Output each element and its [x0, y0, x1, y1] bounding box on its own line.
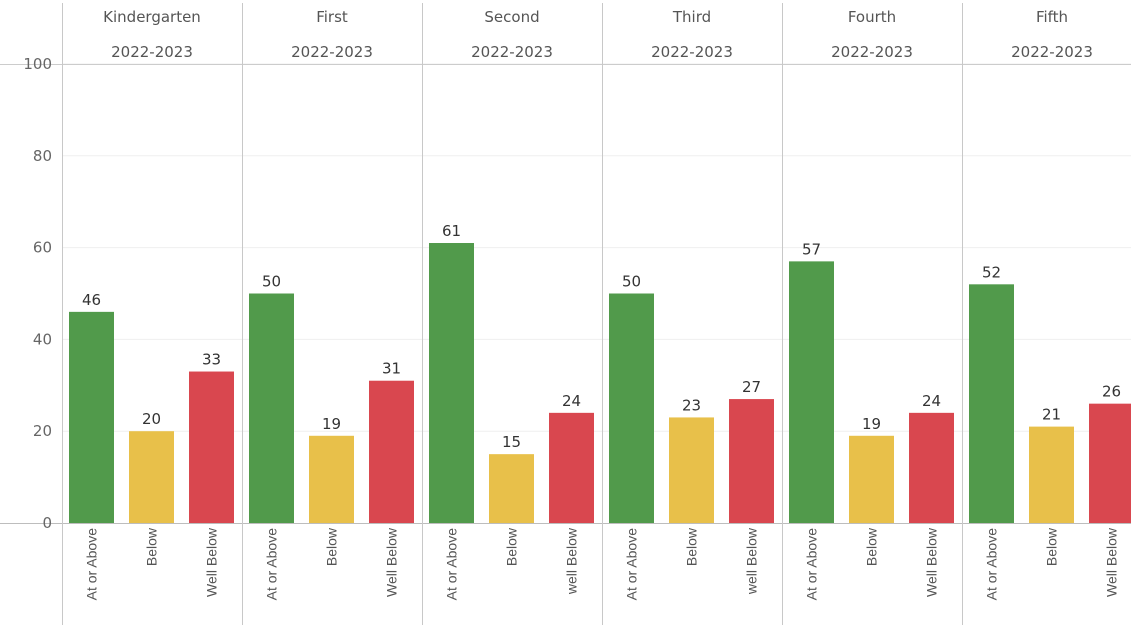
bar-well-below: [549, 412, 594, 523]
y-tick-label: 40: [33, 330, 52, 348]
bar-at-or-above: [69, 311, 114, 523]
category-label: At or Above: [984, 528, 1000, 601]
bar-well-below: [909, 412, 954, 523]
panel-year-header: 2022-2023: [831, 43, 913, 61]
y-tick-label: 0: [42, 514, 52, 532]
category-label: Below: [504, 527, 520, 566]
category-label: At or Above: [804, 528, 820, 601]
bar-value-label: 31: [382, 360, 401, 378]
panel-grade-header: Third: [672, 8, 711, 26]
bar-at-or-above: [969, 284, 1014, 523]
panel-grade-header: First: [316, 8, 348, 26]
panel-grade-header: Kindergarten: [103, 8, 201, 26]
bar-well-below: [1089, 403, 1131, 523]
bar-at-or-above: [249, 293, 294, 523]
category-label: Well Below: [384, 527, 400, 597]
category-label: At or Above: [444, 528, 460, 601]
category-label: At or Above: [264, 528, 280, 601]
category-label: Well Below: [1104, 527, 1120, 597]
bar-below: [309, 435, 354, 523]
bar-value-label: 21: [1042, 406, 1061, 424]
bar-value-label: 24: [922, 392, 941, 410]
panel-year-header: 2022-2023: [291, 43, 373, 61]
bar-value-label: 46: [82, 291, 101, 309]
y-tick-label: 80: [33, 147, 52, 165]
bar-well-below: [189, 371, 234, 523]
category-label: Below: [1044, 527, 1060, 566]
bar-value-label: 27: [742, 378, 761, 396]
bar-at-or-above: [789, 261, 834, 523]
bar-at-or-above: [609, 293, 654, 523]
bar-value-label: 57: [802, 240, 821, 258]
category-label: Below: [684, 527, 700, 566]
bar-value-label: 23: [682, 396, 701, 414]
bar-value-label: 15: [502, 433, 521, 451]
category-label: Below: [144, 527, 160, 566]
panel-year-header: 2022-2023: [111, 43, 193, 61]
bar-value-label: 26: [1102, 383, 1121, 401]
bar-value-label: 24: [562, 392, 581, 410]
bar-value-label: 50: [262, 273, 281, 291]
category-label: At or Above: [624, 528, 640, 601]
y-tick-label: 60: [33, 239, 52, 257]
bar-value-label: 61: [442, 222, 461, 240]
category-label: Well Below: [204, 527, 220, 597]
panel-year-header: 2022-2023: [651, 43, 733, 61]
bar-value-label: 50: [622, 273, 641, 291]
bar-at-or-above: [429, 243, 474, 523]
category-label: At or Above: [84, 528, 100, 601]
y-tick-label: 20: [33, 422, 52, 440]
panel-year-header: 2022-2023: [471, 43, 553, 61]
category-label: Below: [324, 527, 340, 566]
category-label: Well Below: [924, 527, 940, 597]
bar-well-below: [729, 399, 774, 523]
panel-grade-header: Fourth: [848, 8, 896, 26]
bar-value-label: 33: [202, 351, 221, 369]
bar-value-label: 20: [142, 410, 161, 428]
bar-below: [1029, 426, 1074, 523]
panel-grade-header: Fifth: [1036, 8, 1068, 26]
bar-value-label: 52: [982, 263, 1001, 281]
panel-grade-header: Second: [484, 8, 539, 26]
panel-year-header: 2022-2023: [1011, 43, 1093, 61]
bar-well-below: [369, 380, 414, 523]
category-label: well Below: [744, 527, 760, 595]
category-label: well Below: [564, 527, 580, 595]
bar-below: [129, 431, 174, 523]
bar-value-label: 19: [862, 415, 881, 433]
category-label: Below: [864, 527, 880, 566]
bar-below: [849, 435, 894, 523]
bar-value-label: 19: [322, 415, 341, 433]
y-tick-label: 100: [23, 55, 52, 73]
bar-below: [489, 454, 534, 523]
bar-below: [669, 417, 714, 523]
